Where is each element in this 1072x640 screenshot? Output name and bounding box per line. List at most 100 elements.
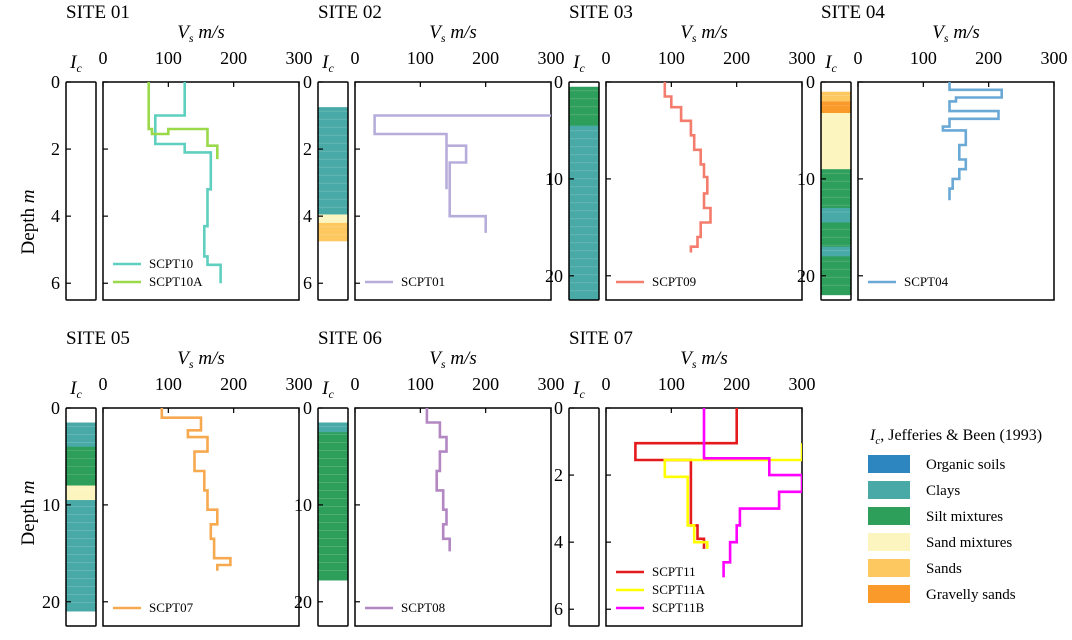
ic-strip-frame [317, 407, 349, 627]
x-tick-label: 0 [854, 48, 863, 68]
legend-label: SCPT09 [652, 274, 696, 289]
depth-label-row1: Depth m [18, 190, 39, 255]
y-tick-label: 2 [51, 139, 60, 159]
ic-axis-label: Ic [69, 378, 82, 401]
ic-legend-swatch [868, 481, 910, 499]
legend-label: SCPT11 [652, 564, 696, 579]
legend-label: SCPT10A [149, 274, 203, 289]
x-tick-label: 0 [602, 374, 611, 394]
x-tick-label: 200 [472, 48, 499, 68]
site-title: SITE 06 [318, 328, 382, 349]
ic-strip-frame [820, 81, 852, 301]
y-tick-label: 2 [554, 465, 563, 485]
y-tick-label: 6 [303, 273, 312, 293]
x-tick-label: 100 [407, 48, 434, 68]
y-tick-label: 4 [303, 206, 312, 226]
ic-axis-label: Ic [69, 52, 82, 75]
x-tick-label: 300 [1041, 48, 1068, 68]
vs-axis-label: Vs m/s [177, 22, 224, 45]
ic-legend-label: Silt mixtures [926, 509, 1003, 525]
y-tick-label: 0 [554, 72, 563, 92]
ic-band [318, 422, 348, 581]
plot-frame [354, 407, 552, 627]
ic-strip [318, 107, 348, 242]
ic-band [821, 113, 851, 170]
ic-strip-frame [568, 81, 600, 301]
x-tick-label: 200 [220, 374, 247, 394]
ic-axis-label: Ic [572, 52, 585, 75]
ic-strip [66, 422, 96, 612]
x-tick-label: 0 [351, 374, 360, 394]
y-tick-label: 0 [51, 72, 60, 92]
y-tick-label: 20 [294, 592, 312, 612]
x-tick-label: 0 [351, 48, 360, 68]
site-04-panel: SITE 04 Vs m/s Ic 0 100 200 300 0 10 20 SCPT04 [797, 2, 1068, 301]
legend-label: SCPT10 [149, 256, 193, 271]
ic-legend-label: Sands [926, 561, 962, 577]
depth-label-row2: Depth m [18, 481, 39, 546]
series-line-scpt10a [147, 82, 219, 160]
x-tick-label: 300 [789, 374, 816, 394]
series-line-scpt08 [425, 408, 451, 552]
plot-frame [102, 407, 300, 627]
plot-frame [354, 81, 552, 301]
y-tick-label: 20 [797, 266, 815, 286]
y-tick-label: 20 [42, 592, 60, 612]
series-line-scpt07 [160, 408, 232, 571]
x-tick-label: 100 [658, 374, 685, 394]
ic-axis-label: Ic [572, 378, 585, 401]
x-tick-label: 100 [155, 48, 182, 68]
x-tick-label: 200 [723, 48, 750, 68]
y-tick-label: 10 [42, 495, 60, 515]
ic-legend-label: Sand mixtures [926, 535, 1012, 551]
legend-label: SCPT08 [401, 600, 445, 615]
ic-strip-frame [65, 407, 97, 627]
ic-legend-swatch [868, 559, 910, 577]
vs-axis-label: Vs m/s [177, 348, 224, 371]
x-tick-label: 200 [220, 48, 247, 68]
site-title: SITE 02 [318, 2, 382, 23]
series-line-scpt11 [634, 408, 738, 549]
plot-frame [605, 81, 803, 301]
x-tick-label: 0 [99, 48, 108, 68]
y-tick-label: 4 [554, 532, 563, 552]
y-tick-label: 20 [545, 266, 563, 286]
ic-strip-frame [317, 81, 349, 301]
y-tick-label: 10 [294, 495, 312, 515]
svg-text:Depth m: Depth m [18, 190, 39, 255]
y-tick-label: 0 [554, 398, 563, 418]
legend-label: SCPT11B [652, 600, 705, 615]
vs-axis-label: Vs m/s [429, 22, 476, 45]
ic-band [66, 485, 96, 501]
x-tick-label: 200 [723, 374, 750, 394]
x-tick-label: 300 [538, 48, 565, 68]
y-tick-label: 6 [554, 599, 563, 619]
ic-axis-label: Ic [321, 52, 334, 75]
site-01-panel: SITE 01 Vs m/s Ic 0 100 200 300 0 2 4 6 SCPT10 SCPT1… [51, 2, 313, 301]
ic-band [318, 422, 348, 433]
ic-band [821, 101, 851, 114]
plot-frame [857, 81, 1055, 301]
series-line-scpt10 [154, 82, 222, 284]
ic-legend-swatch [868, 507, 910, 525]
x-tick-label: 0 [99, 374, 108, 394]
site-title: SITE 01 [66, 2, 130, 23]
series-line-scpt04 [941, 82, 1003, 201]
ic-band [821, 91, 851, 102]
ic-legend-swatch [868, 585, 910, 603]
x-tick-label: 200 [472, 374, 499, 394]
x-tick-label: 100 [910, 48, 937, 68]
ic-band [569, 86, 599, 126]
x-tick-label: 200 [975, 48, 1002, 68]
ic-legend-label: Gravelly sands [926, 587, 1016, 603]
ic-legend-label: Clays [926, 483, 960, 499]
ic-band [318, 107, 348, 215]
ic-legend-title: Ic, Jefferies & Been (1993) [869, 427, 1042, 447]
x-tick-label: 300 [286, 48, 313, 68]
y-tick-label: 0 [51, 398, 60, 418]
depth-label-text: Depth [18, 208, 39, 255]
series-line-scpt01 [373, 114, 551, 233]
